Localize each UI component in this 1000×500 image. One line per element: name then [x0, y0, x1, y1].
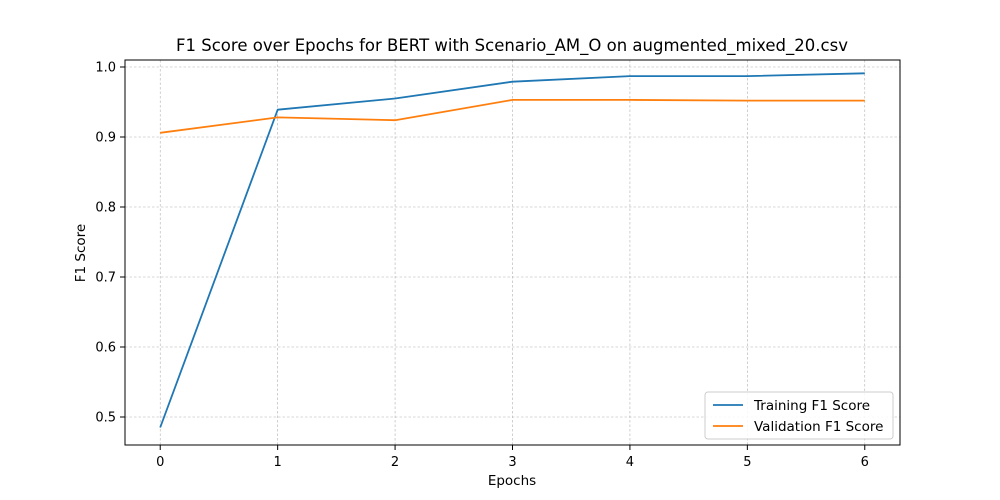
y-tick-label: 0.8	[95, 201, 116, 216]
y-axis-label: F1 Score	[73, 224, 89, 282]
plot-frame	[124, 59, 901, 446]
x-axis-label: Epochs	[488, 473, 536, 489]
x-tick-label: 5	[743, 455, 751, 470]
legend-label: Training F1 Score	[753, 398, 870, 414]
x-tick-label: 2	[391, 455, 399, 470]
series-line-validation	[160, 99, 865, 134]
legend-box	[704, 391, 894, 440]
x-axis: 0 1 2 3 4 5 6	[156, 445, 869, 470]
x-tick-label: 1	[274, 455, 282, 470]
y-tick-label: 0.7	[95, 271, 116, 286]
legend-label: Validation F1 Score	[754, 419, 883, 435]
y-tick-label: 1.0	[95, 61, 116, 76]
y-tick-label: 0.6	[95, 341, 116, 356]
x-tick-label: 3	[508, 455, 516, 470]
x-tick-label: 0	[156, 455, 164, 470]
chart-title: F1 Score over Epochs for BERT with Scena…	[176, 36, 848, 56]
grid	[125, 60, 900, 445]
series-layer	[159, 72, 865, 428]
legend: Training F1 Score Validation F1 Score	[704, 391, 894, 440]
x-tick-label: 4	[626, 455, 634, 470]
y-tick-label: 0.9	[95, 131, 116, 146]
y-axis: 0.5 0.6 0.7 0.8 0.9 1.0	[95, 61, 125, 426]
series-line-training	[159, 72, 865, 428]
y-tick-label: 0.5	[95, 411, 116, 426]
x-tick-label: 6	[861, 455, 869, 470]
